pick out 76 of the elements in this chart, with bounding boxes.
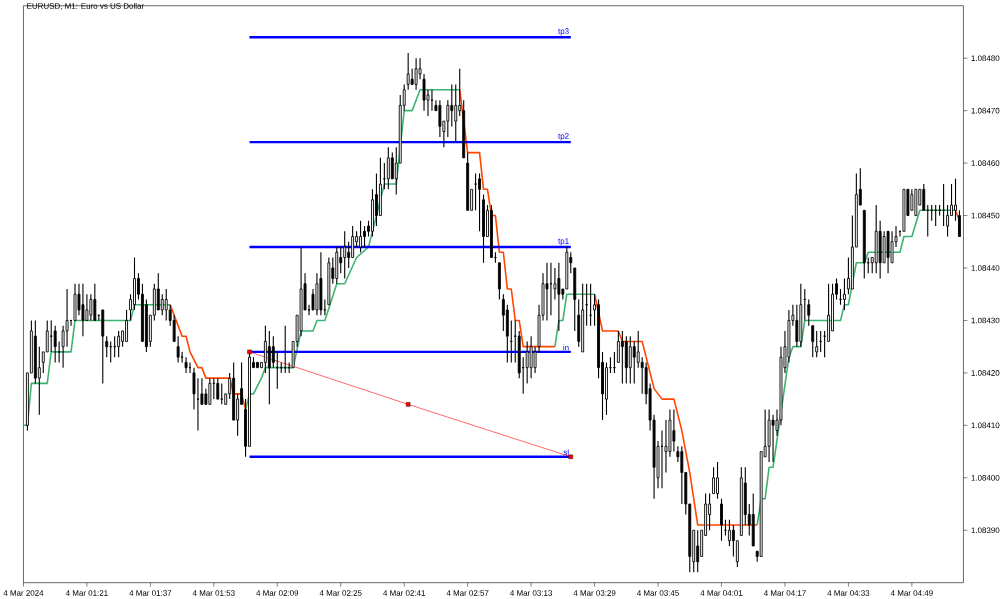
line-series (593, 293, 758, 526)
candlestick (525, 340, 529, 384)
candlestick (843, 277, 846, 311)
candlestick (716, 461, 719, 500)
candlestick (335, 246, 339, 285)
candlestick (89, 293, 93, 321)
candlestick (958, 209, 961, 237)
candlestick (767, 409, 771, 463)
candlestick (133, 256, 136, 311)
candlestick (371, 188, 374, 238)
candlestick (343, 230, 347, 279)
candlestick (696, 529, 700, 573)
candlestick (208, 377, 212, 405)
candlestick (378, 157, 382, 216)
candlestick (545, 262, 549, 321)
candlestick (267, 330, 271, 405)
point (568, 454, 573, 459)
candlestick (125, 309, 129, 342)
candlestick (478, 172, 481, 232)
candlestick (386, 146, 390, 190)
candlestick (184, 356, 188, 374)
candlestick (101, 309, 105, 384)
candlestick (620, 330, 624, 384)
candlestick (739, 466, 743, 536)
candlestick (874, 204, 878, 274)
candlestick (680, 445, 684, 505)
candlestick (557, 262, 561, 332)
candlestick (886, 230, 890, 274)
point (405, 402, 411, 407)
candlestick (414, 57, 418, 91)
candlestick (81, 283, 85, 337)
candlestick (616, 330, 620, 363)
candlestick (351, 225, 355, 258)
candlestick (450, 83, 454, 127)
candlestick (517, 330, 521, 379)
candlestick (164, 288, 168, 321)
candlestick (751, 492, 755, 547)
point (247, 349, 252, 355)
candlestick (624, 335, 628, 384)
candlestick (466, 152, 470, 211)
line-series (458, 88, 556, 348)
candlestick (771, 414, 775, 463)
candlestick (573, 267, 577, 332)
candlestick (319, 251, 323, 316)
candlestick (946, 204, 950, 238)
candlestick (581, 283, 585, 353)
candlestick (628, 335, 632, 384)
candlestick (406, 52, 410, 91)
candlestick (672, 409, 676, 453)
candlestick (878, 220, 882, 279)
candlestick (33, 319, 37, 384)
candlestick (446, 99, 450, 138)
candlestick (636, 330, 640, 369)
candlestick (795, 304, 799, 348)
candlestick (815, 330, 819, 358)
candlestick (720, 498, 723, 542)
candlestick (482, 193, 485, 264)
candlestick (53, 325, 57, 363)
candlestick (271, 335, 275, 369)
candlestick (632, 340, 636, 384)
candlestick (529, 335, 533, 379)
candlestick (232, 361, 236, 421)
line-series (23, 303, 171, 427)
candlestick (605, 361, 608, 416)
candlestick (462, 99, 466, 159)
candlestick (263, 325, 267, 374)
candlestick (438, 99, 442, 138)
candlestick (144, 298, 148, 353)
candlestick (799, 283, 803, 348)
candlestick (807, 298, 811, 327)
candlestick (454, 83, 458, 143)
candlestick (359, 220, 363, 253)
candlestick (811, 325, 815, 358)
candlestick (712, 466, 715, 494)
candlestick (827, 283, 831, 342)
candlestick (497, 262, 501, 300)
